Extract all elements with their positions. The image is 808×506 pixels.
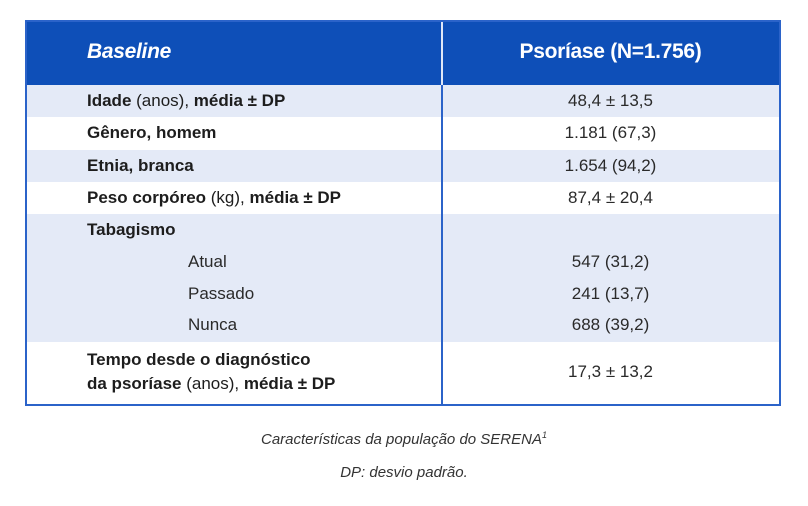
row-label: Peso corpóreo (kg), média ± DP — [87, 188, 342, 207]
table-row: Idade (anos), média ± DP 48,4 ± 13,5 — [27, 85, 779, 117]
smoking-never-value: 688 (39,2) — [571, 315, 650, 334]
table-caption: Características da população do SERENA1 — [261, 430, 547, 448]
table-row: Tempo desde o diagnóstico da psoríase (an… — [27, 342, 779, 404]
smoking-label: Tabagismo — [87, 220, 176, 239]
column-divider — [441, 85, 443, 404]
table-header: Baseline Psoríase (N=1.756) — [27, 22, 779, 85]
smoking-current-label: Atual — [188, 252, 227, 271]
row-label: Etnia, branca — [87, 156, 194, 175]
table-footnote: DP: desvio padrão. — [340, 464, 468, 481]
row-label: Tempo desde o diagnóstico da psoríase (an… — [87, 350, 336, 393]
smoking-past-value: 241 (13,7) — [571, 284, 650, 303]
table-row: Peso corpóreo (kg), média ± DP 87,4 ± 20… — [27, 182, 779, 214]
row-value: 1.654 (94,2) — [564, 156, 657, 175]
header-column-divider — [441, 22, 443, 85]
baseline-characteristics-table: Baseline Psoríase (N=1.756) Idade (anos)… — [25, 20, 781, 406]
smoking-group: Tabagismo Atual 547 (31,2) Passado 241 (… — [27, 214, 779, 342]
row-value: 87,4 ± 20,4 — [568, 188, 653, 207]
smoking-past-label: Passado — [188, 284, 255, 303]
row-label: Idade (anos), média ± DP — [87, 91, 286, 110]
row-value: 17,3 ± 13,2 — [568, 362, 653, 381]
header-baseline: Baseline — [87, 40, 171, 63]
smoking-current-value: 547 (31,2) — [571, 252, 650, 271]
row-value: 1.181 (67,3) — [564, 123, 657, 142]
row-value: 48,4 ± 13,5 — [568, 91, 653, 110]
row-label: Gênero, homem — [87, 123, 217, 142]
header-psoriasis-n: Psoríase (N=1.756) — [519, 40, 702, 63]
table-row: Etnia, branca 1.654 (94,2) — [27, 150, 779, 182]
smoking-never-label: Nunca — [188, 315, 238, 334]
table-row: Gênero, homem 1.181 (67,3) — [27, 117, 779, 150]
